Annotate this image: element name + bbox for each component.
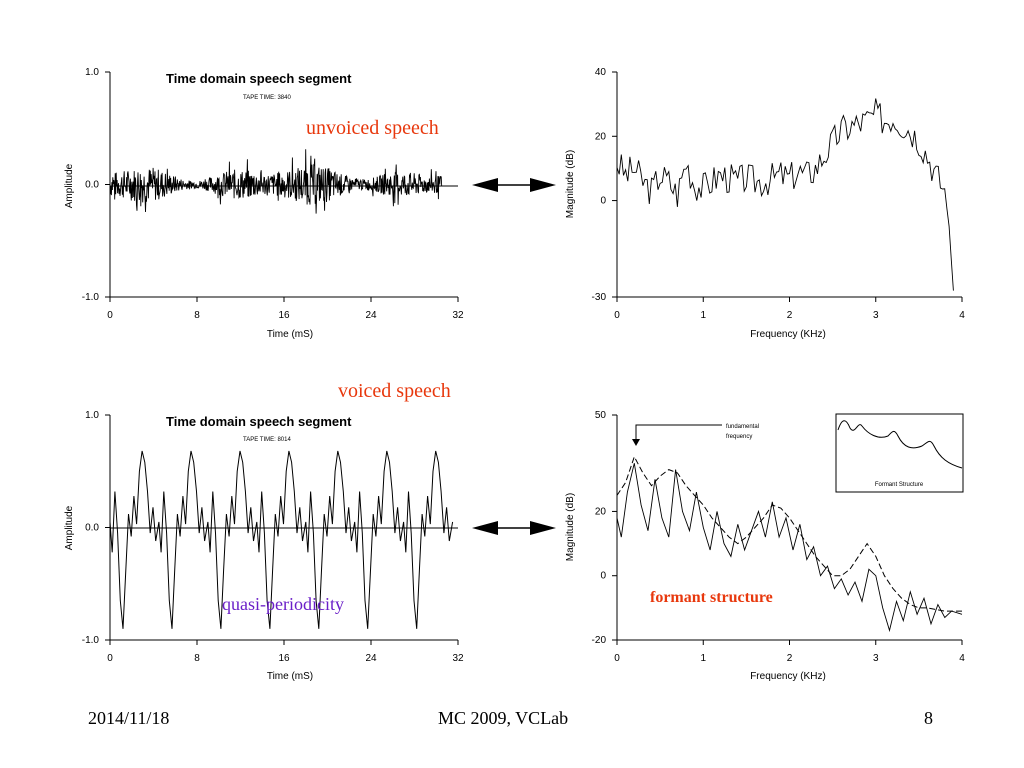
x-tick-label: 0: [614, 653, 620, 664]
y-tick-label: 40: [595, 67, 607, 78]
x-tick-label: 24: [365, 310, 377, 321]
x-axis-label: Frequency (KHz): [750, 329, 826, 340]
y-tick-label: -1.0: [82, 292, 100, 303]
x-tick-label: 1: [700, 653, 706, 664]
x-tick-label: 32: [452, 310, 464, 321]
unvoiced-spectrum-line: [616, 98, 954, 291]
annotation-line-1: fundamental: [726, 424, 759, 430]
x-tick-label: 3: [873, 310, 879, 321]
voiced-spectrum-chart: 0 1 2 3 4 50 20 0 -20 Magnitude (dB) Frequency (…: [565, 410, 965, 682]
x-tick-label: 2: [787, 310, 793, 321]
inset-envelope-line: [837, 420, 963, 469]
chart-title: Time domain speech segment: [166, 71, 352, 86]
x-axis-label: Time (mS): [267, 329, 313, 340]
chart-title: Time domain speech segment: [166, 414, 352, 429]
y-tick-label: 20: [595, 131, 607, 142]
unvoiced-speech-label: unvoiced speech: [306, 117, 439, 139]
y-tick-label: -30: [592, 292, 607, 303]
y-tick-label: 1.0: [85, 67, 99, 78]
x-axis-label: Frequency (KHz): [750, 671, 826, 682]
y-tick-label: -1.0: [82, 635, 100, 646]
chart-subtitle: TAPE TIME: 3840: [243, 95, 291, 101]
voiced-speech-label: voiced speech: [338, 380, 451, 402]
footer-center-text: MC 2009, VCLab: [438, 708, 569, 728]
formant-structure-label: formant structure: [650, 589, 773, 606]
x-tick-label: 8: [194, 653, 200, 664]
x-axis-label: Time (mS): [267, 671, 313, 682]
inset-label: Formant Structure: [875, 482, 924, 488]
y-tick-label: 20: [595, 506, 607, 517]
unvoiced-time-chart: 0 8 16 24 32 1.0 0.0 -1.0 Time domain speech se…: [64, 67, 464, 340]
fundamental-frequency-annotation: fundamental frequency: [632, 424, 759, 446]
annotation-line-2: frequency: [726, 434, 752, 440]
x-tick-label: 4: [959, 653, 965, 664]
y-tick-label: -20: [592, 635, 607, 646]
y-tick-label: 50: [595, 410, 607, 421]
y-tick-label: 0.0: [85, 180, 99, 191]
y-axis-label: Magnitude (dB): [565, 150, 576, 218]
x-tick-label: 32: [452, 653, 464, 664]
formant-structure-inset: Formant Structure: [835, 413, 964, 493]
x-tick-label: 8: [194, 310, 200, 321]
x-tick-label: 24: [365, 653, 377, 664]
y-tick-label: 1.0: [85, 410, 99, 421]
voiced-time-chart: 0 8 16 24 32 1.0 0.0 -1.0 Time domain speech se…: [64, 410, 464, 682]
y-axis-label: Amplitude: [64, 163, 75, 208]
unvoiced-spectrum-chart: 0 1 2 3 4 40 20 0 -30 Magnitude (dB) Frequency (…: [565, 67, 965, 340]
x-tick-label: 1: [700, 310, 706, 321]
spectral-envelope-line: [616, 455, 962, 612]
x-tick-label: 16: [278, 653, 290, 664]
voiced-spectrum-line: [616, 463, 963, 633]
y-tick-label: 0.0: [85, 523, 99, 534]
double-arrow-bottom: [472, 521, 556, 535]
arrow-down-icon: [632, 439, 640, 446]
x-tick-label: 2: [787, 653, 793, 664]
y-tick-label: 0: [600, 571, 606, 582]
double-arrow-top: [472, 178, 556, 192]
x-tick-label: 3: [873, 653, 879, 664]
voiced-waveform: [109, 450, 454, 629]
x-tick-label: 16: [278, 310, 290, 321]
footer-date: 2014/11/18: [88, 708, 170, 728]
y-axis-label: Amplitude: [64, 505, 75, 550]
x-tick-label: 4: [959, 310, 965, 321]
x-tick-label: 0: [614, 310, 620, 321]
quasi-periodicity-label: quasi-periodicity: [222, 594, 344, 614]
unvoiced-waveform: [109, 149, 443, 214]
y-axis-label: Magnitude (dB): [565, 493, 576, 561]
x-tick-label: 0: [107, 310, 113, 321]
footer-page-number: 8: [924, 708, 933, 728]
x-tick-label: 0: [107, 653, 113, 664]
y-tick-label: 0: [600, 196, 606, 207]
chart-subtitle: TAPE TIME: 8014: [243, 437, 291, 443]
